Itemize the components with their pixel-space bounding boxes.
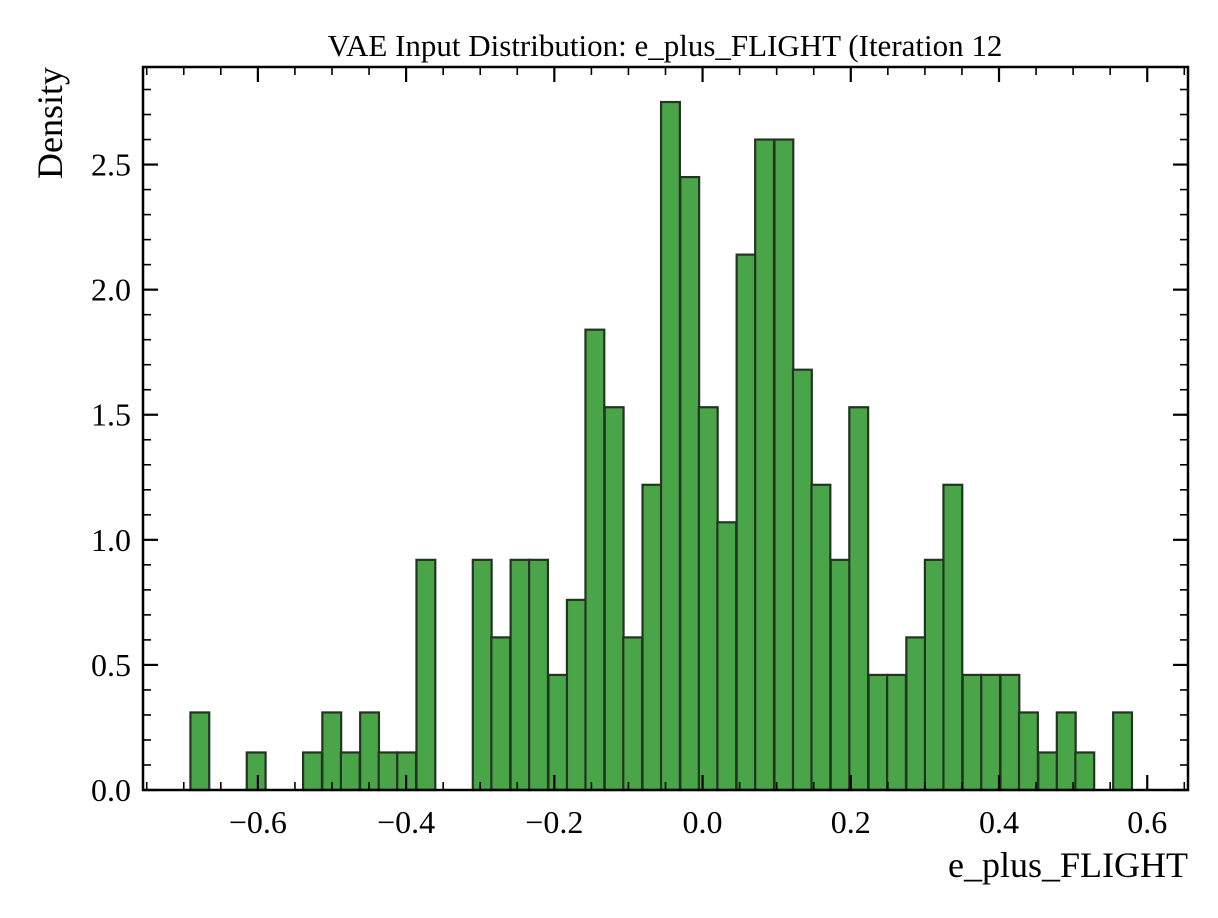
histogram-bar-28 xyxy=(829,558,851,792)
histogram-bar-9 xyxy=(471,558,493,792)
histogram-bar-16 xyxy=(603,406,625,792)
histogram-bar-39 xyxy=(1037,751,1059,792)
histogram-bar-37 xyxy=(999,673,1021,792)
histogram-bar-33 xyxy=(923,558,945,792)
x-tick-label-4: 0.2 xyxy=(831,804,871,840)
histogram-bar-14 xyxy=(565,598,587,792)
histogram-bar-27 xyxy=(810,483,832,792)
histogram-bar-20 xyxy=(679,175,701,792)
x-tick-label-2: −0.2 xyxy=(525,804,583,840)
histogram-bar-31 xyxy=(885,673,908,792)
y-tick-label-0: 0.0 xyxy=(91,772,131,808)
histogram-bar-24 xyxy=(754,138,776,792)
x-tick-label-5: 0.4 xyxy=(979,804,1019,840)
histogram-bar-36 xyxy=(980,673,1002,792)
histogram-bar-42 xyxy=(1112,711,1134,792)
y-tick-label-4: 2.0 xyxy=(91,272,131,308)
histogram-bar-23 xyxy=(735,253,757,792)
histogram-bar-22 xyxy=(716,521,738,792)
histogram-bar-19 xyxy=(659,100,681,792)
x-axis-title: e_plus_FLIGHT xyxy=(948,845,1188,885)
ticks-layer xyxy=(143,67,1188,792)
histogram-bar-41 xyxy=(1074,751,1096,792)
histogram-bar-0 xyxy=(189,711,211,792)
plot-frame xyxy=(141,65,1190,792)
x-tick-label-6: 0.6 xyxy=(1127,804,1167,840)
histogram-bar-12 xyxy=(528,558,550,792)
histogram-bar-5 xyxy=(359,711,381,792)
y-tick-label-3: 1.5 xyxy=(91,397,131,433)
histogram-bar-17 xyxy=(622,636,644,792)
histogram-bar-40 xyxy=(1055,711,1077,792)
histogram-bar-34 xyxy=(942,483,964,792)
histogram-bar-8 xyxy=(415,558,437,792)
histogram-bar-10 xyxy=(490,636,512,792)
histogram-bar-25 xyxy=(773,138,795,792)
histogram-bar-38 xyxy=(1017,711,1039,792)
x-tick-label-1: −0.4 xyxy=(377,804,435,840)
histogram-bar-35 xyxy=(961,673,983,792)
histogram-bar-2 xyxy=(301,751,324,792)
tick-labels-layer: −0.6 −0.4 −0.2 0.0 0.2 0.4 0.6 0.0 0.5 1.0 1.5 2.0 2… xyxy=(91,147,1167,840)
y-tick-label-5: 2.5 xyxy=(91,147,131,183)
histogram-bar-13 xyxy=(547,673,569,792)
histogram-bar-1 xyxy=(245,751,267,792)
y-tick-label-1: 0.5 xyxy=(91,647,131,683)
x-tick-label-0: −0.6 xyxy=(229,804,287,840)
histogram-bar-29 xyxy=(848,406,870,792)
x-tick-label-3: 0.0 xyxy=(683,804,723,840)
histogram-bar-21 xyxy=(697,406,719,792)
histogram-bar-30 xyxy=(867,673,889,792)
histogram-bar-18 xyxy=(641,483,663,792)
chart-title: VAE Input Distribution: e_plus_FLIGHT (I… xyxy=(328,28,1003,63)
histogram-bar-6 xyxy=(377,751,399,792)
histogram-bar-4 xyxy=(339,751,361,792)
y-tick-label-2: 1.0 xyxy=(91,522,131,558)
histogram-bar-26 xyxy=(791,368,813,792)
histogram-bar-32 xyxy=(905,636,927,792)
histogram-bar-3 xyxy=(321,711,343,792)
histogram-bar-15 xyxy=(584,328,606,792)
histogram-bar-11 xyxy=(509,558,531,792)
bars-layer xyxy=(189,100,1134,792)
y-axis-title: Density xyxy=(30,67,70,179)
